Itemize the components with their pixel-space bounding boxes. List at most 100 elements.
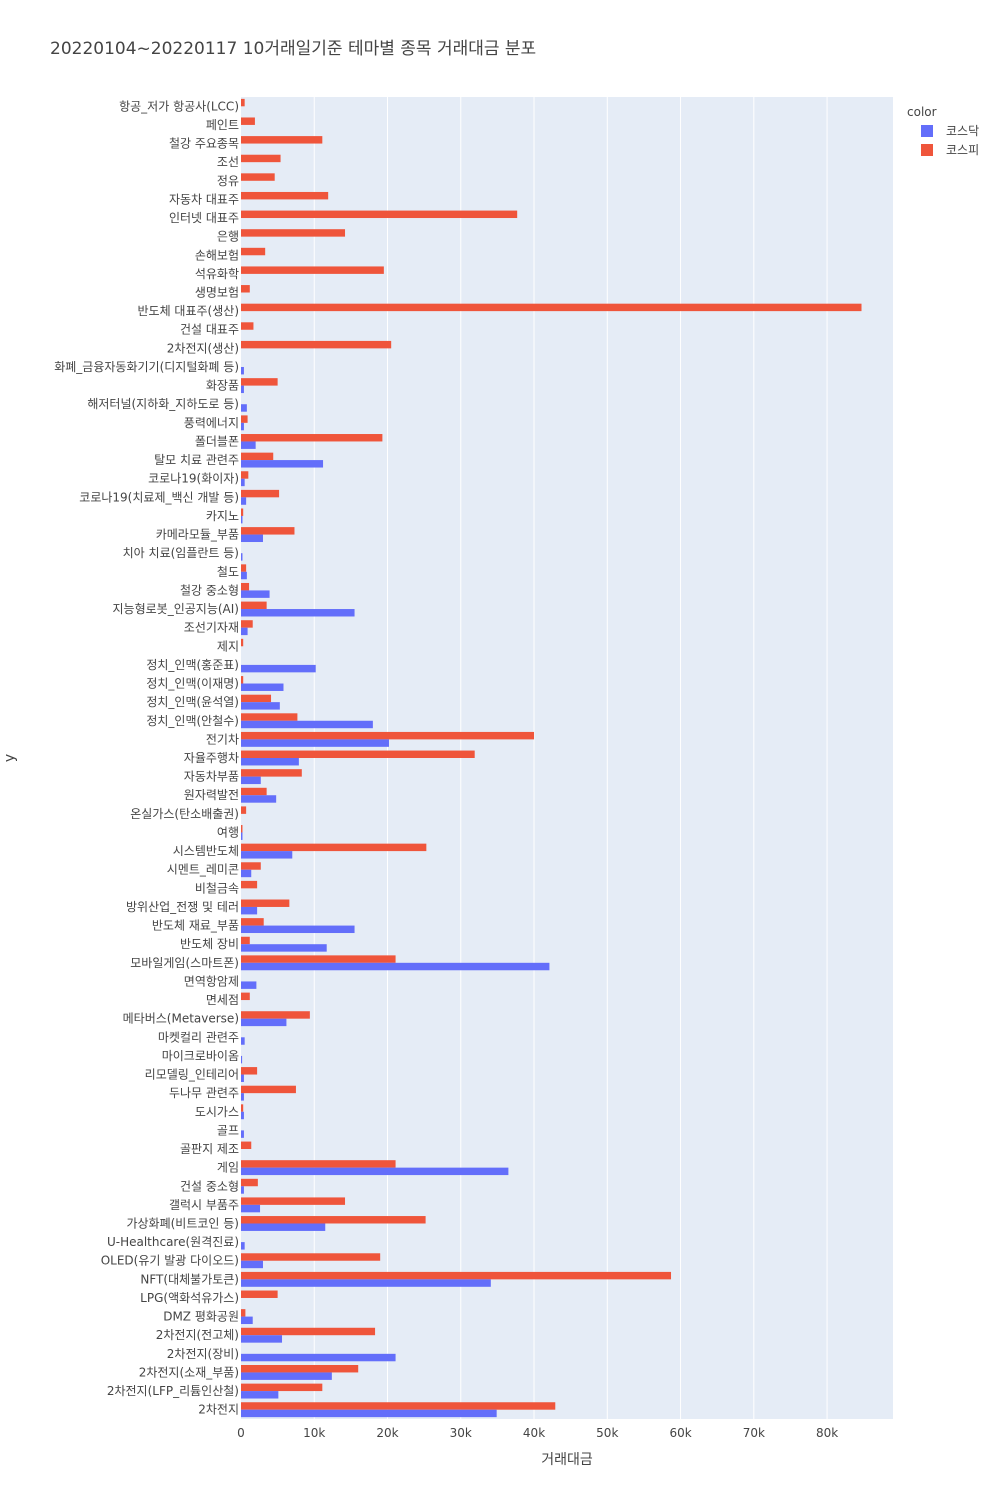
bar-kospi[interactable]	[241, 266, 384, 274]
bar-kosdaq[interactable]	[241, 534, 263, 543]
legend-label[interactable]: 코스닥	[946, 124, 979, 138]
bar-kosdaq[interactable]	[241, 1018, 287, 1027]
bar-kosdaq[interactable]	[241, 962, 550, 971]
bar-kospi[interactable]	[241, 1011, 310, 1019]
bar-kosdaq[interactable]	[241, 683, 284, 691]
bar-kospi[interactable]	[241, 880, 258, 889]
bar-kospi[interactable]	[241, 992, 250, 1001]
bar-kosdaq[interactable]	[241, 1037, 245, 1045]
bar-kosdaq[interactable]	[241, 925, 355, 934]
bar-kosdaq[interactable]	[241, 739, 389, 747]
bar-kosdaq[interactable]	[241, 795, 277, 803]
bar-kosdaq[interactable]	[241, 460, 324, 468]
bar-kosdaq[interactable]	[241, 422, 244, 431]
bar-kospi[interactable]	[241, 806, 247, 814]
bar-kosdaq[interactable]	[241, 906, 258, 915]
bar-kosdaq[interactable]	[241, 776, 261, 785]
bar-kospi[interactable]	[241, 378, 278, 386]
bar-kospi[interactable]	[241, 1327, 376, 1336]
bar-kosdaq[interactable]	[241, 851, 293, 859]
bar-kospi[interactable]	[241, 229, 346, 237]
bar-kosdaq[interactable]	[241, 981, 257, 989]
bar-kospi[interactable]	[241, 247, 266, 256]
bar-kosdaq[interactable]	[241, 1242, 245, 1250]
bar-kospi[interactable]	[241, 825, 243, 833]
bar-kospi[interactable]	[241, 322, 254, 330]
bar-kospi[interactable]	[241, 899, 290, 907]
bar-kospi[interactable]	[241, 1216, 426, 1224]
bar-kosdaq[interactable]	[241, 366, 244, 375]
bar-kosdaq[interactable]	[241, 385, 244, 394]
bar-kospi[interactable]	[241, 769, 302, 777]
bar-kospi[interactable]	[241, 843, 427, 852]
bar-kospi[interactable]	[241, 787, 267, 796]
bar-kospi[interactable]	[241, 862, 261, 870]
bar-kosdaq[interactable]	[241, 1409, 497, 1418]
bar-kospi[interactable]	[241, 415, 248, 423]
bar-kospi[interactable]	[241, 936, 250, 945]
bar-kospi[interactable]	[241, 1290, 278, 1298]
bar-kospi[interactable]	[241, 1271, 672, 1280]
bar-kospi[interactable]	[241, 676, 244, 684]
bar-kospi[interactable]	[241, 601, 267, 610]
bar-kosdaq[interactable]	[241, 758, 299, 766]
bar-kospi[interactable]	[241, 136, 323, 144]
bar-kospi[interactable]	[241, 1104, 244, 1112]
bar-kospi[interactable]	[241, 638, 244, 647]
bar-kosdaq[interactable]	[241, 571, 247, 580]
bar-kospi[interactable]	[241, 1253, 381, 1261]
bar-kospi[interactable]	[241, 1197, 346, 1205]
bar-kosdaq[interactable]	[241, 441, 256, 449]
bar-kosdaq[interactable]	[241, 1093, 244, 1101]
bar-kospi[interactable]	[241, 154, 281, 163]
bar-kosdaq[interactable]	[241, 404, 247, 412]
bar-kosdaq[interactable]	[241, 1391, 279, 1399]
bar-kospi[interactable]	[241, 489, 280, 498]
bar-kosdaq[interactable]	[241, 869, 252, 878]
bar-kosdaq[interactable]	[241, 1353, 396, 1362]
bar-kospi[interactable]	[241, 713, 298, 721]
bar-kosdaq[interactable]	[241, 944, 327, 952]
bar-kospi[interactable]	[241, 750, 475, 758]
bar-kospi[interactable]	[241, 434, 383, 442]
bar-kosdaq[interactable]	[241, 664, 316, 673]
bar-kosdaq[interactable]	[241, 1372, 332, 1380]
bar-kospi[interactable]	[241, 191, 329, 200]
legend-swatch[interactable]	[921, 144, 933, 156]
bar-kospi[interactable]	[241, 173, 275, 181]
bar-kospi[interactable]	[241, 452, 274, 461]
bar-kospi[interactable]	[241, 694, 272, 703]
bar-kosdaq[interactable]	[241, 1186, 244, 1194]
bar-kospi[interactable]	[241, 620, 253, 628]
bar-kosdaq[interactable]	[241, 702, 280, 710]
bar-kospi[interactable]	[241, 210, 518, 219]
bar-kospi[interactable]	[241, 508, 244, 516]
bar-kosdaq[interactable]	[241, 497, 247, 505]
bar-kospi[interactable]	[241, 582, 250, 591]
bar-kosdaq[interactable]	[241, 515, 243, 524]
bar-kospi[interactable]	[241, 117, 255, 125]
bar-kosdaq[interactable]	[241, 1204, 261, 1213]
bar-kospi[interactable]	[241, 1309, 246, 1317]
bar-kospi[interactable]	[241, 303, 862, 312]
bar-kospi[interactable]	[241, 1141, 252, 1150]
bar-kospi[interactable]	[241, 731, 535, 740]
legend-label[interactable]: 코스피	[946, 143, 979, 157]
bar-kosdaq[interactable]	[241, 720, 373, 729]
bar-kospi[interactable]	[241, 527, 295, 535]
bar-kosdaq[interactable]	[241, 590, 270, 598]
legend-swatch[interactable]	[921, 125, 933, 137]
bar-kosdaq[interactable]	[241, 478, 245, 487]
bar-kosdaq[interactable]	[241, 1055, 243, 1064]
bar-kosdaq[interactable]	[241, 1335, 283, 1343]
bar-kospi[interactable]	[241, 98, 245, 107]
bar-kospi[interactable]	[241, 1365, 359, 1373]
bar-kospi[interactable]	[241, 340, 392, 349]
bar-kospi[interactable]	[241, 1160, 396, 1168]
bar-kosdaq[interactable]	[241, 627, 248, 636]
bar-kosdaq[interactable]	[241, 1074, 244, 1082]
bar-kosdaq[interactable]	[241, 1167, 509, 1176]
bar-kosdaq[interactable]	[241, 1316, 253, 1325]
bar-kosdaq[interactable]	[241, 1279, 491, 1287]
